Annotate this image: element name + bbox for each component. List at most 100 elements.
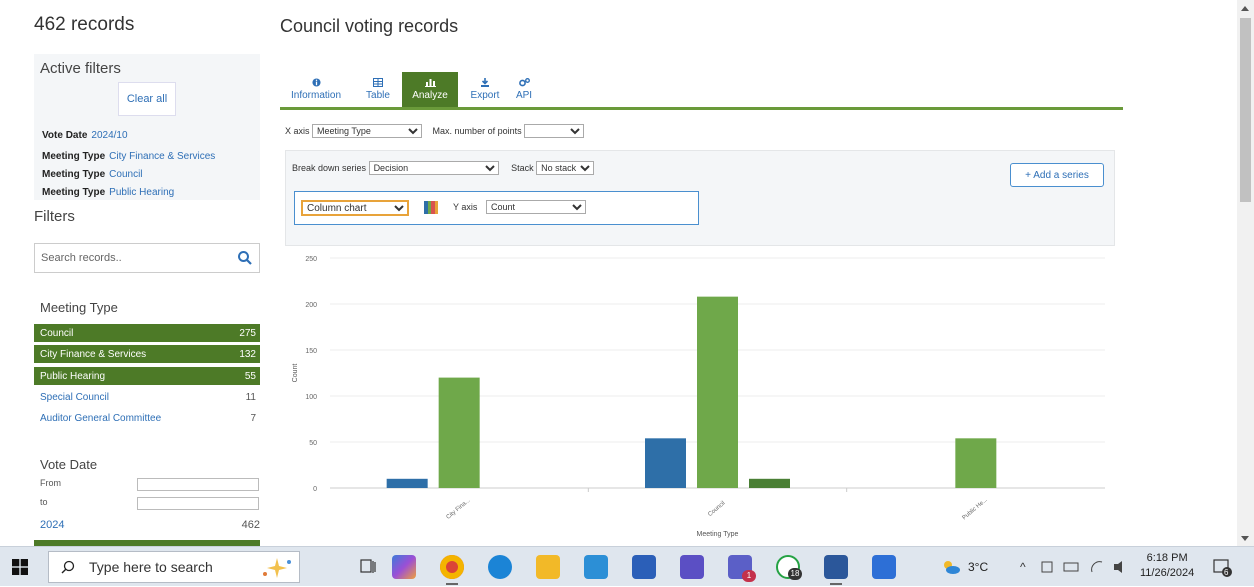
bar [749,478,790,488]
search-icon [61,560,75,574]
add-series-button[interactable]: + Add a series [1010,163,1104,187]
active-filter-value[interactable]: Public Hearing [109,187,175,198]
facet-item-council[interactable]: Council 275 [34,324,260,342]
taskbar-clock[interactable]: 6:18 PM 11/26/2024 [1140,551,1194,581]
y-tick-label: 50 [309,440,317,447]
windows-taskbar: Type here to search 1 18 3°C ^ 6:18 PM 1… [0,546,1254,586]
y-tick-label: 0 [313,486,317,493]
copilot-app-icon[interactable] [392,555,416,579]
table-icon [373,78,383,90]
page-scrollbar[interactable] [1237,0,1254,546]
taskbar-search-box[interactable]: Type here to search [48,551,300,583]
color-palette-icon[interactable] [424,201,438,214]
bar [697,296,738,488]
chart-type-select[interactable]: Column chart [301,200,409,216]
app-icon[interactable] [680,555,704,579]
facet-item-month-cut-off[interactable] [34,540,260,550]
active-filter-vote-date[interactable]: Vote Date 2024/10 [42,130,128,141]
stack-label: Stack [511,163,534,173]
active-filter-meeting-type[interactable]: Meeting Type Public Hearing [42,187,175,198]
task-view-icon[interactable] [360,559,376,575]
breakdown-select[interactable]: Decision [368,161,499,175]
vote-date-facet-title: Vote Date [40,457,98,472]
chrome-app-icon[interactable] [440,555,464,585]
file-explorer-icon[interactable] [536,555,560,579]
facet-item-year-2024[interactable]: 2024 462 [40,519,260,531]
search-records-box [34,243,260,273]
stack-select[interactable]: No stack [536,161,595,175]
search-records-input[interactable] [35,244,225,272]
x-tick-label: Council [707,501,726,518]
tab-information[interactable]: Information [282,72,350,107]
edge-app-icon[interactable] [488,555,512,579]
tab-bar: Information Table Analyze Export API [280,72,1123,110]
active-filters-panel: Active filters Clear all Vote Date 2024/1… [34,54,260,200]
bar [955,438,997,488]
facet-item-public-hearing[interactable]: Public Hearing 55 [34,367,260,385]
column-chart: 0 50 100 150 200 250 City Fina... Council Public… [292,256,1105,538]
clear-all-button[interactable]: Clear all [118,82,176,116]
chevron-up-icon[interactable]: ^ [1020,560,1034,574]
windows-start-icon[interactable] [12,559,28,575]
search-highlight-icon [263,558,291,578]
from-date-input[interactable] [137,478,259,491]
notification-icon[interactable]: 6 [1212,557,1232,577]
x-axis-label: X axis [285,126,310,136]
tab-api[interactable]: API [510,72,538,107]
breakdown-row: Break down series Decision Stack No stac… [292,161,595,175]
x-axis-title: Meeting Type [697,531,739,538]
weather-icon [944,561,960,574]
scroll-up-arrow[interactable] [1241,6,1249,11]
taskbar-search-text: Type here to search [89,559,213,575]
tab-export[interactable]: Export [466,72,504,107]
series-panel: Break down series Decision Stack No stac… [285,150,1115,246]
y-tick-label: 250 [305,256,317,263]
bar [645,438,686,488]
tab-analyze[interactable]: Analyze [402,72,458,107]
active-filter-meeting-type[interactable]: Meeting Type Council [42,169,143,180]
search-icon[interactable] [237,250,253,266]
teams-app-icon[interactable]: 1 [728,555,756,582]
active-filter-value[interactable]: City Finance & Services [109,151,216,162]
teams-badge: 1 [742,570,756,582]
scroll-down-arrow[interactable] [1241,536,1249,541]
info-icon [311,78,321,90]
x-axis-select[interactable]: Meeting Type [312,124,423,138]
records-count: 462 records [34,14,135,35]
word-app-icon[interactable] [824,555,848,585]
to-date-input[interactable] [137,497,259,510]
bar [438,377,480,488]
y-axis-title: Count [292,364,299,383]
x-tick-label: City Fina... [446,498,472,521]
to-label: to [40,497,48,507]
chart-icon [424,78,436,90]
max-points-select[interactable] [524,124,585,138]
active-filter-value[interactable]: 2024/10 [91,130,128,141]
active-filter-value[interactable]: Council [109,169,143,180]
y-axis-select[interactable]: Count [486,200,586,214]
chart-controls-row: X axis Meeting Type Max. number of point… [285,124,585,138]
scroll-thumb[interactable] [1240,18,1251,202]
mail-app-icon[interactable] [584,555,608,579]
sidebar: 462 records Active filters Clear all Vot… [0,0,272,550]
facet-item-auditor-general[interactable]: Auditor General Committee 7 [40,412,256,424]
tab-table[interactable]: Table [360,72,396,107]
meeting-type-facet-title: Meeting Type [40,300,118,315]
media-app-icon[interactable] [872,555,896,579]
download-icon [480,78,490,90]
store-app-icon[interactable] [632,555,656,579]
system-tray[interactable]: ^ [1020,547,1034,587]
weather-widget[interactable]: 3°C [940,547,988,587]
page-title: Council voting records [280,16,459,36]
notification-count: 6 [1224,568,1229,577]
facet-item-special-council[interactable]: Special Council 11 [40,391,256,403]
active-filter-meeting-type[interactable]: Meeting Type City Finance & Services [42,151,216,162]
weather-temp: 3°C [968,560,989,574]
tray-icons[interactable] [1040,560,1130,574]
clock-time: 6:18 PM [1146,552,1188,564]
whatsapp-app-icon[interactable]: 18 [776,555,802,580]
facet-item-city-finance[interactable]: City Finance & Services 132 [34,345,260,363]
filters-title: Filters [34,208,75,225]
max-points-label: Max. number of points [432,126,522,136]
